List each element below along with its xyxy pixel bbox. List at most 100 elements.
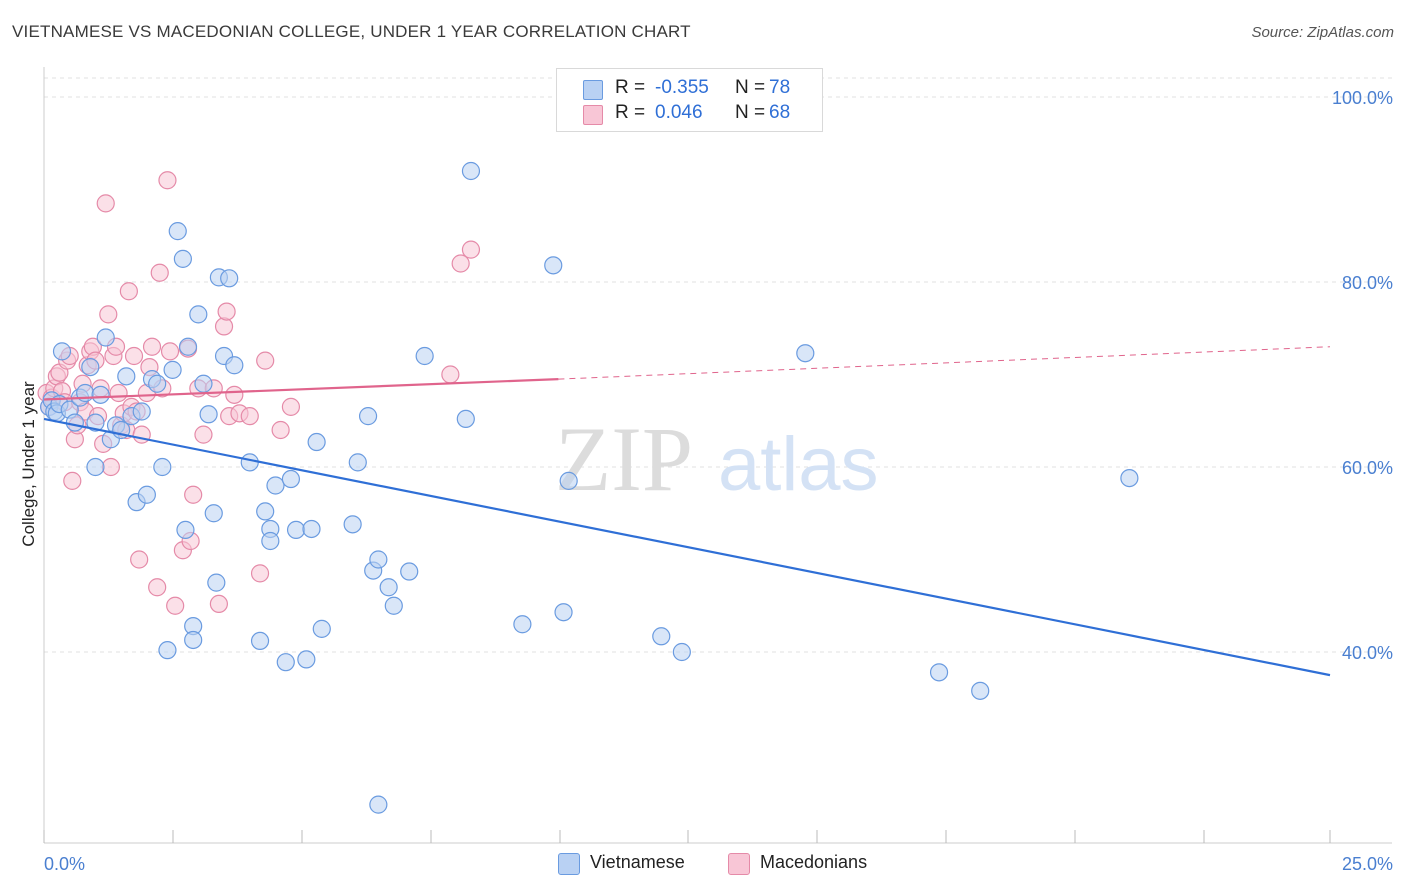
- x-tick-label: 0.0%: [44, 854, 85, 874]
- point-vietnamese: [96, 328, 115, 347]
- point-vietnamese: [312, 619, 331, 638]
- point-vietnamese: [256, 502, 275, 521]
- point-macedonians: [142, 337, 162, 356]
- point-vietnamese: [544, 256, 563, 275]
- point-macedonians: [209, 594, 228, 614]
- point-vietnamese: [276, 653, 295, 672]
- legend-swatch-macedonians: [583, 105, 603, 125]
- point-vietnamese: [86, 413, 105, 432]
- point-vietnamese: [178, 337, 198, 356]
- point-vietnamese: [199, 405, 218, 424]
- point-vietnamese: [796, 344, 815, 363]
- point-macedonians: [158, 171, 177, 190]
- point-vietnamese: [117, 367, 136, 386]
- point-vietnamese: [240, 453, 259, 472]
- point-vietnamese: [184, 630, 203, 650]
- point-macedonians: [256, 351, 275, 370]
- point-vietnamese: [86, 457, 105, 477]
- point-macedonians: [166, 596, 185, 615]
- point-vietnamese: [153, 457, 172, 477]
- point-vietnamese: [297, 650, 316, 669]
- point-vietnamese: [384, 596, 403, 615]
- trend-line-vietnamese: [43, 417, 1331, 677]
- point-vietnamese: [369, 550, 388, 569]
- point-macedonians: [96, 194, 115, 213]
- x-tick-label: 25.0%: [1342, 854, 1393, 874]
- bottom-legend-swatch: [728, 853, 750, 875]
- point-vietnamese: [461, 161, 481, 181]
- point-macedonians: [160, 342, 180, 361]
- point-vietnamese: [204, 504, 223, 523]
- point-vietnamese: [176, 520, 195, 540]
- point-vietnamese: [65, 413, 84, 432]
- point-vietnamese: [929, 663, 949, 682]
- point-vietnamese: [81, 358, 100, 377]
- point-vietnamese: [652, 627, 671, 646]
- point-vietnamese: [173, 249, 192, 268]
- point-macedonians: [217, 302, 236, 321]
- point-vietnamese: [369, 795, 388, 814]
- point-macedonians: [250, 564, 270, 583]
- bottom-legend-label: Vietnamese: [590, 852, 685, 872]
- point-macedonians: [281, 397, 301, 416]
- point-macedonians: [109, 383, 128, 403]
- point-vietnamese: [307, 432, 326, 452]
- point-vietnamese: [163, 360, 182, 379]
- point-vietnamese: [261, 531, 280, 551]
- point-vietnamese: [207, 573, 226, 592]
- legend-n-label: N =: [735, 102, 766, 123]
- point-vietnamese: [168, 222, 187, 241]
- point-macedonians: [148, 578, 167, 597]
- point-macedonians: [451, 254, 470, 273]
- source-label: Source: ZipAtlas.com: [1251, 24, 1394, 41]
- point-macedonians: [441, 365, 460, 384]
- point-macedonians: [99, 305, 118, 324]
- y-axis-title: College, Under 1 year: [19, 381, 38, 547]
- legend-r-value: 0.046: [655, 102, 703, 123]
- point-vietnamese: [302, 519, 321, 539]
- point-macedonians: [240, 407, 259, 426]
- y-tick-label: 60.0%: [1342, 458, 1393, 478]
- point-vietnamese: [158, 641, 177, 660]
- point-vietnamese: [137, 485, 156, 504]
- point-vietnamese: [194, 374, 213, 393]
- trend-lines: [43, 346, 1331, 677]
- point-vietnamese: [220, 269, 239, 288]
- trend-line-macedonians: [43, 378, 559, 401]
- point-vietnamese: [513, 615, 532, 634]
- axes: [43, 67, 1392, 844]
- grid: [44, 77, 1392, 653]
- chart-title: VIETNAMESE VS MACEDONIAN COLLEGE, UNDER …: [12, 22, 691, 41]
- legend-n-label: N =: [735, 77, 766, 98]
- legend-r-value: -0.355: [655, 77, 709, 98]
- point-vietnamese: [358, 407, 378, 426]
- point-vietnamese: [286, 520, 306, 540]
- point-macedonians: [225, 385, 244, 404]
- point-vietnamese: [456, 409, 475, 428]
- watermark-zip: ZIP: [555, 408, 693, 510]
- legend-r-label: R =: [615, 102, 646, 123]
- legend-n-value: 68: [769, 102, 791, 123]
- point-macedonians: [124, 346, 144, 366]
- point-vietnamese: [348, 453, 367, 472]
- point-vietnamese: [266, 476, 285, 495]
- points: [37, 161, 1139, 814]
- point-vietnamese: [971, 681, 990, 700]
- point-vietnamese: [343, 515, 362, 534]
- legend-r-label: R =: [615, 77, 646, 98]
- point-vietnamese: [281, 469, 301, 489]
- correlation-legend: R = -0.355 N = 78 R = 0.046 N = 68: [556, 68, 823, 132]
- point-vietnamese: [132, 402, 151, 421]
- bottom-legend-swatch: [558, 853, 580, 875]
- point-vietnamese: [400, 562, 419, 581]
- point-vietnamese: [554, 603, 573, 622]
- tick-labels: 40.0% 60.0% 80.0% 100.0% 0.0% 25.0%: [44, 88, 1393, 874]
- y-tick-label: 100.0%: [1332, 88, 1393, 108]
- point-macedonians: [119, 282, 138, 301]
- point-macedonians: [271, 420, 290, 440]
- legend-n-value: 78: [769, 77, 791, 98]
- point-vietnamese: [148, 374, 167, 393]
- point-vietnamese: [189, 305, 208, 324]
- bottom-legend-label: Macedonians: [760, 852, 868, 872]
- point-macedonians: [214, 317, 234, 336]
